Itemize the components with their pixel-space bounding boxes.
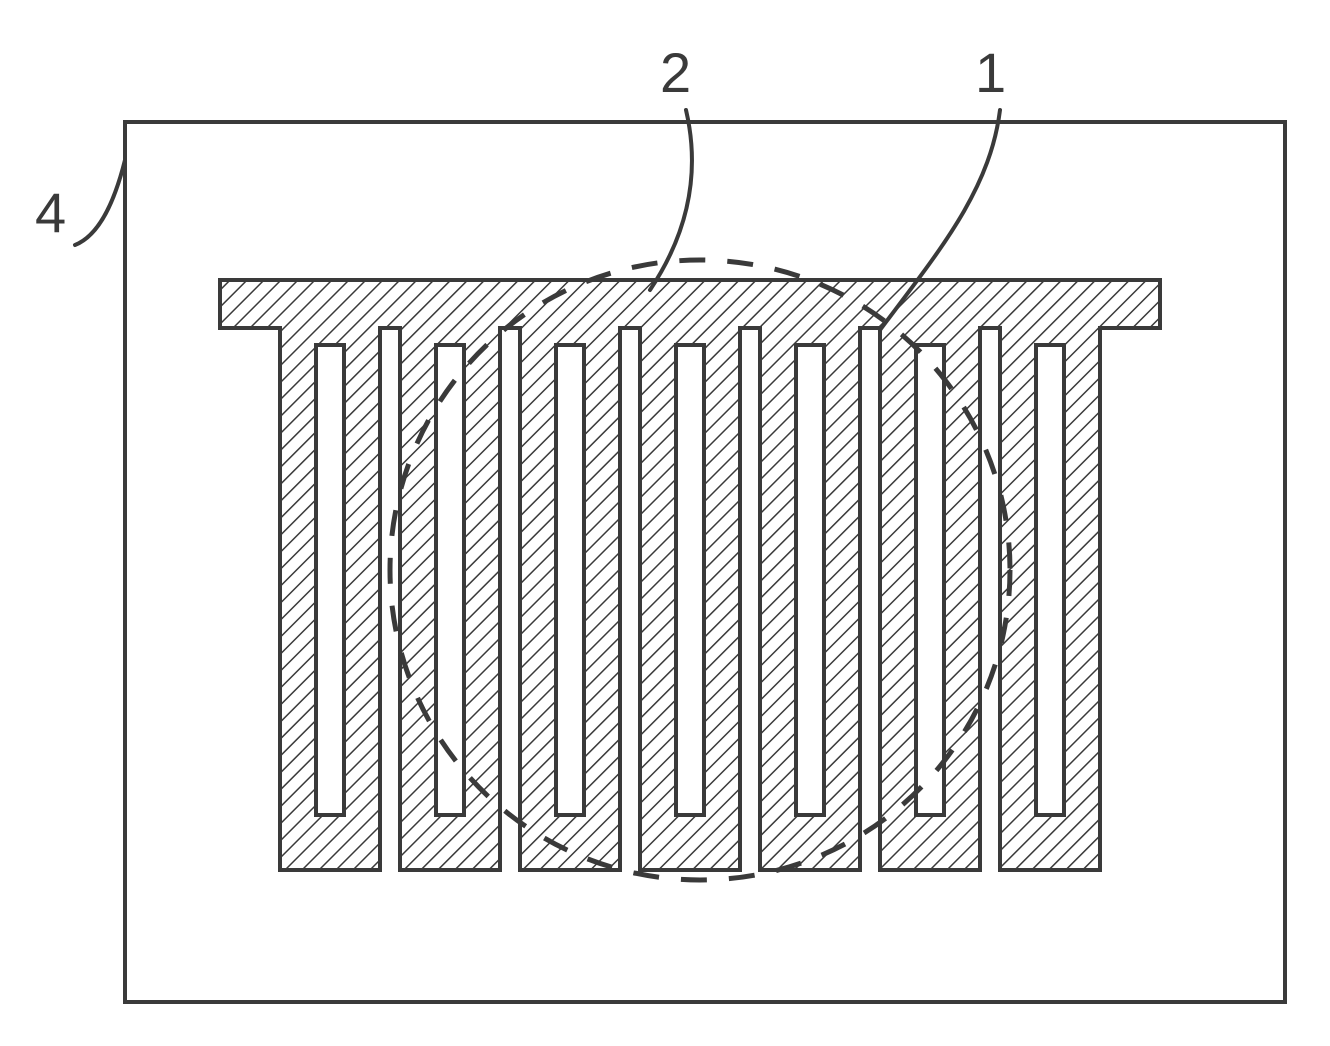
callout-label-4: 4 [35, 180, 66, 245]
callout-label-2: 2 [660, 40, 691, 105]
figure-canvas: 2 1 4 [0, 0, 1330, 1041]
callout-label-1: 1 [975, 40, 1006, 105]
diagram-svg [0, 0, 1330, 1041]
